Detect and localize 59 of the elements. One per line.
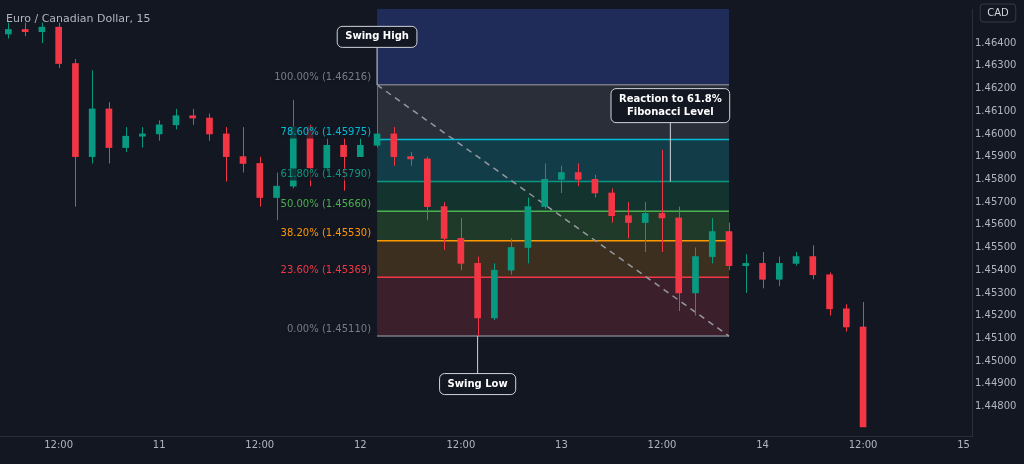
- candlestick: [759, 251, 766, 289]
- series-label: 50.00% (1.45660): [280, 197, 372, 209]
- y-tick-label: 1.45000: [975, 354, 1017, 366]
- candlestick: [809, 244, 817, 280]
- candlestick: [826, 271, 833, 317]
- x-tick-label: 12:00: [44, 438, 74, 450]
- candlestick: [356, 137, 364, 158]
- y-tick-label: 1.45400: [975, 263, 1017, 275]
- candlestick: [256, 156, 264, 208]
- y-tick-label: 1.45900: [975, 150, 1017, 162]
- y-tick-label: 1.45600: [975, 218, 1017, 230]
- y-tick-label: 1.45200: [975, 309, 1017, 321]
- y-tick-label: 1.44800: [975, 400, 1017, 412]
- candlestick: [708, 217, 716, 264]
- candlestick: [407, 151, 414, 167]
- series-label: 0.00% (1.45110): [286, 322, 372, 334]
- x-tick-label: 14: [756, 438, 769, 450]
- y-tick-label: 1.46100: [975, 104, 1017, 116]
- candlestick: [641, 201, 649, 253]
- x-tick-label: 15: [957, 438, 970, 450]
- candlestick: [139, 126, 146, 149]
- y-tick-label: 1.45300: [975, 286, 1017, 298]
- x-tick-label: 12:00: [245, 438, 275, 450]
- y-tick-label: 1.44900: [975, 377, 1017, 389]
- candlestick: [625, 201, 632, 239]
- series-label: 61.80% (1.45790): [280, 168, 372, 180]
- y-tick-label: 1.46200: [975, 82, 1017, 94]
- series-label: 23.60% (1.45369): [280, 263, 372, 275]
- series-label: 78.60% (1.45975): [280, 126, 372, 138]
- x-tick-label: 12: [353, 438, 367, 450]
- y-tick-label: 1.46000: [975, 127, 1017, 139]
- candlestick: [122, 126, 130, 153]
- y-tick-label: 1.45700: [975, 195, 1017, 207]
- y-tick-label: 1.46400: [975, 36, 1017, 48]
- y-tick-label: 1.45100: [975, 331, 1017, 343]
- x-tick-label: 12:00: [446, 438, 476, 450]
- x-tick-label: 12:00: [647, 438, 677, 450]
- candlestick: [742, 253, 750, 294]
- candlestick: [273, 172, 280, 221]
- x-tick-label: 11: [152, 438, 166, 450]
- candlestick: [189, 108, 197, 126]
- series-label: 38.20% (1.45530): [280, 227, 372, 239]
- candlestick: [574, 162, 582, 187]
- series-label: 100.00% (1.46216): [274, 71, 372, 83]
- annotation: Swing Low: [447, 377, 508, 389]
- y-axis-title: CAD: [987, 6, 1010, 18]
- candlestick: [842, 303, 850, 333]
- y-tick-label: 1.46300: [975, 59, 1017, 71]
- x-tick-label: 13: [555, 438, 568, 450]
- candlestick: [72, 58, 79, 208]
- candlestick: [692, 246, 699, 317]
- y-tick-label: 1.45500: [975, 241, 1017, 253]
- annotation: Swing High: [345, 30, 409, 42]
- chart-title: Euro / Canadian Dollar, 15: [6, 11, 151, 25]
- x-tick-label: 12:00: [848, 438, 878, 450]
- candlestick: [775, 256, 783, 287]
- y-tick-label: 1.45800: [975, 172, 1017, 184]
- candlestick: [55, 22, 62, 69]
- annotation: Reaction to 61.8% Fibonacci Level: [619, 92, 722, 117]
